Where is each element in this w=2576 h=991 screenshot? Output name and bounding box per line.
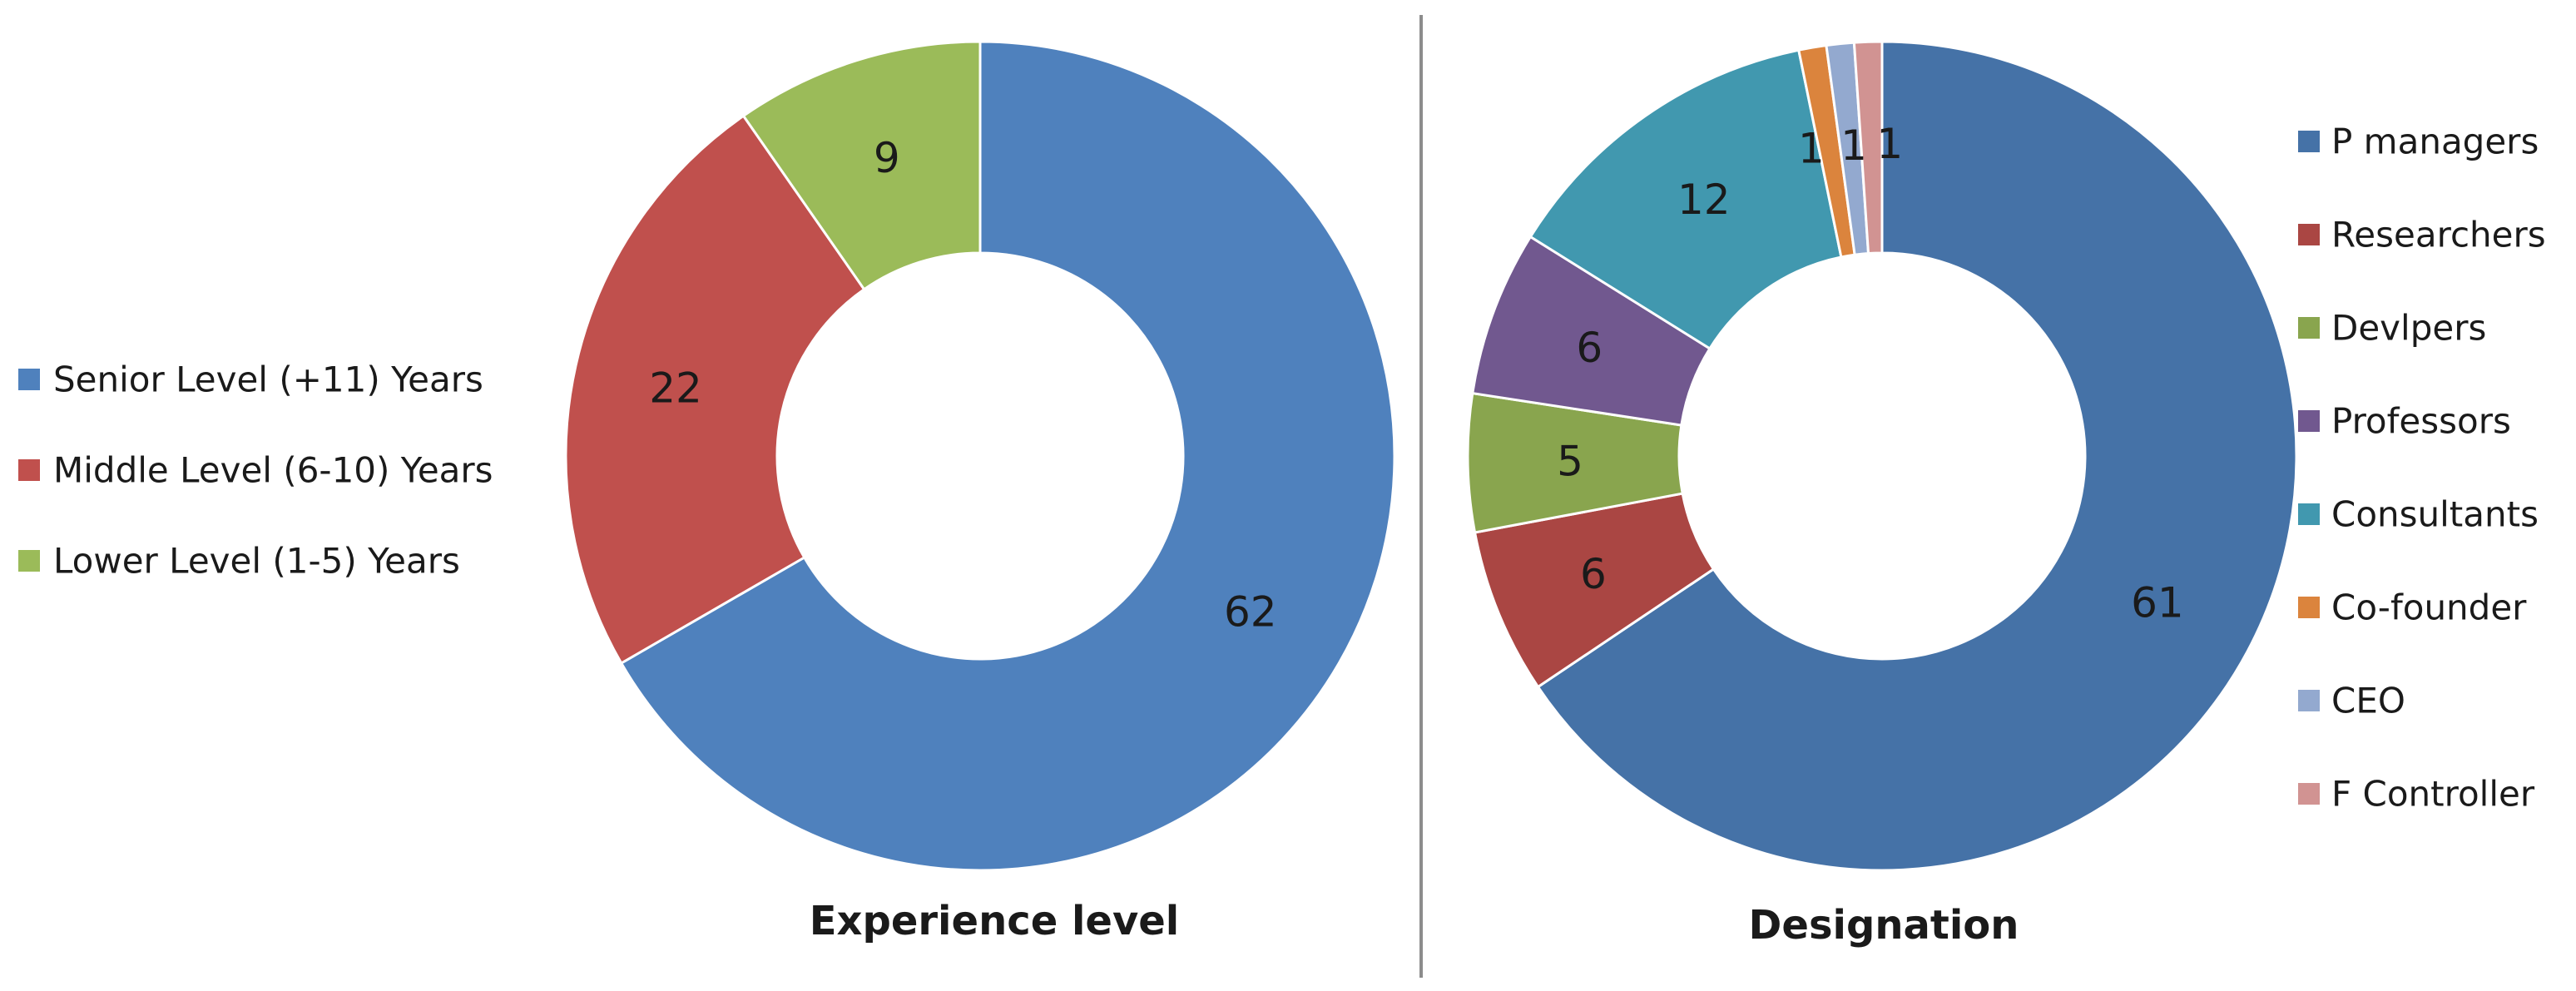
experience-legend-swatch-middle-level-6-10-years bbox=[18, 459, 40, 481]
experience-legend-label-senior-level-11-years: Senior Level (+11) Years bbox=[53, 359, 483, 400]
experience-legend-item-lower-level-1-5-years: Lower Level (1-5) Years bbox=[18, 541, 460, 582]
designation-slices bbox=[1466, 40, 2298, 872]
experience-legend-item-senior-level-11-years: Senior Level (+11) Years bbox=[18, 359, 483, 400]
designation-legend-item-consultants: Consultants bbox=[2298, 494, 2539, 535]
designation-legend-label-co-founder: Co-founder bbox=[2331, 587, 2527, 628]
designation-data-label-professors: 6 bbox=[1576, 324, 1603, 372]
designation-legend-item-co-founder: Co-founder bbox=[2298, 587, 2527, 628]
designation-data-label-f-controller: 1 bbox=[1876, 120, 1903, 168]
designation-legend-label-devlpers: Devlpers bbox=[2331, 308, 2486, 349]
designation-legend-item-f-controller: F Controller bbox=[2298, 774, 2535, 815]
designation-legend-swatch-p-managers bbox=[2298, 131, 2320, 152]
experience-legend-swatch-senior-level-11-years bbox=[18, 369, 40, 390]
designation-legend-item-researchers: Researchers bbox=[2298, 215, 2546, 255]
experience-legend-label-lower-level-1-5-years: Lower Level (1-5) Years bbox=[53, 541, 460, 582]
experience-data-label-lower-level-1-5-years: 9 bbox=[874, 134, 900, 182]
designation-legend-swatch-professors bbox=[2298, 410, 2320, 432]
designation-data-label-p-managers: 61 bbox=[2131, 578, 2184, 627]
designation-slice-consultants bbox=[1528, 48, 1843, 350]
designation-data-label-consultants: 12 bbox=[1677, 176, 1731, 224]
experience-data-label-senior-level-11-years: 62 bbox=[1224, 588, 1277, 637]
designation-legend-label-consultants: Consultants bbox=[2331, 494, 2539, 535]
designation-legend-swatch-consultants bbox=[2298, 503, 2320, 525]
designation-data-label-co-founder: 1 bbox=[1798, 124, 1825, 172]
designation-legend: P managers Researchers Devlpers Professors C… bbox=[2298, 121, 2546, 815]
designation-legend-swatch-co-founder bbox=[2298, 597, 2320, 618]
experience-level-slices bbox=[564, 40, 1396, 872]
designation-legend-swatch-ceo bbox=[2298, 690, 2320, 711]
designation-legend-swatch-f-controller bbox=[2298, 783, 2320, 805]
experience-slice-middle-level-6-10-years bbox=[564, 114, 866, 666]
designation-legend-swatch-devlpers bbox=[2298, 317, 2320, 339]
experience-level-chart: 62 22 9 Senior Level (+11) Years Middle Lev… bbox=[18, 40, 1396, 944]
designation-legend-item-professors: Professors bbox=[2298, 401, 2511, 442]
designation-data-label-ceo: 1 bbox=[1840, 121, 1867, 170]
designation-slice-f-controller bbox=[1852, 40, 1884, 255]
experience-slice-lower-level-1-5-years bbox=[741, 40, 982, 291]
experience-level-data-labels: 62 22 9 bbox=[649, 134, 1276, 636]
designation-data-label-devlpers: 5 bbox=[1557, 437, 1583, 485]
designation-legend-label-p-managers: P managers bbox=[2331, 121, 2539, 162]
experience-data-label-middle-level-6-10-years: 22 bbox=[649, 364, 702, 412]
designation-legend-label-researchers: Researchers bbox=[2331, 215, 2546, 255]
designation-slice-p-managers bbox=[1536, 40, 2298, 872]
experience-slice-senior-level-11-years bbox=[619, 40, 1396, 872]
designation-legend-item-devlpers: Devlpers bbox=[2298, 308, 2486, 349]
designation-data-label-researchers: 6 bbox=[1580, 550, 1607, 598]
experience-legend-swatch-lower-level-1-5-years bbox=[18, 550, 40, 572]
experience-legend-item-middle-level-6-10-years: Middle Level (6-10) Years bbox=[18, 450, 493, 491]
designation-legend-item-ceo: CEO bbox=[2298, 681, 2405, 721]
designation-legend-label-f-controller: F Controller bbox=[2331, 774, 2535, 815]
designation-legend-swatch-researchers bbox=[2298, 224, 2320, 245]
designation-legend-label-professors: Professors bbox=[2331, 401, 2511, 442]
experience-legend-label-middle-level-6-10-years: Middle Level (6-10) Years bbox=[53, 450, 493, 491]
designation-legend-item-p-managers: P managers bbox=[2298, 121, 2539, 162]
experience-level-legend: Senior Level (+11) Years Middle Level (6-… bbox=[18, 359, 493, 582]
designation-legend-label-ceo: CEO bbox=[2331, 681, 2405, 721]
designation-title: Designation bbox=[1749, 902, 2019, 949]
experience-level-title: Experience level bbox=[810, 898, 1180, 944]
